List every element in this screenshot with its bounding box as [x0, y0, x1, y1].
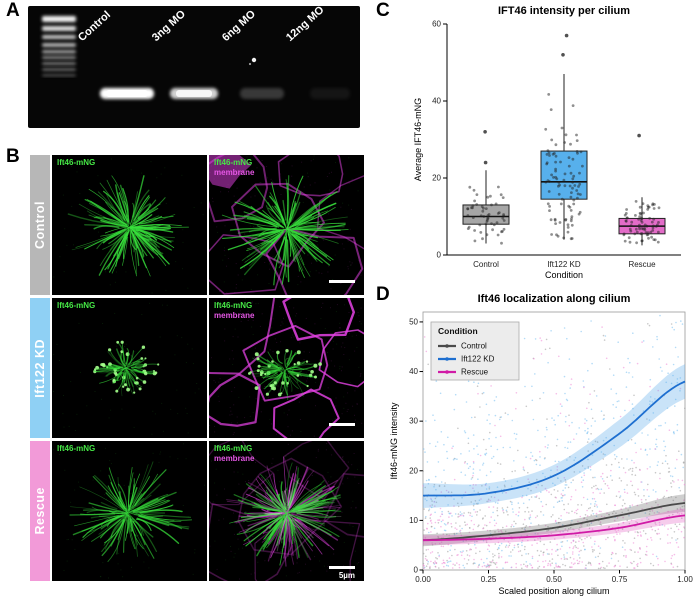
- boxplot-chart: IFT46 intensity per cilium 0 20 40 60 Control…: [413, 5, 681, 280]
- panel-a-label: A: [6, 0, 20, 21]
- micrograph-ift122kd-mng: Ift46-mNG: [52, 298, 207, 438]
- svg-text:Control: Control: [473, 260, 499, 269]
- svg-text:40: 40: [432, 97, 441, 106]
- svg-text:0.75: 0.75: [612, 575, 628, 584]
- gel-canvas: [42, 16, 350, 99]
- micrograph-control-membrane: Ift46-mNG membrane: [209, 155, 364, 295]
- svg-text:Rescue: Rescue: [628, 260, 656, 269]
- image-caption-magenta: membrane: [214, 454, 255, 463]
- svg-text:40: 40: [409, 367, 418, 376]
- svg-text:IFT46 intensity per cilium: IFT46 intensity per cilium: [498, 5, 630, 17]
- scale-bar-label: 5µm: [338, 571, 355, 580]
- svg-text:Ift46 localization along ciliu: Ift46 localization along cilium: [478, 293, 631, 305]
- panel-d-label: D: [376, 284, 390, 305]
- image-caption-green: Ift46-mNG: [214, 444, 253, 453]
- svg-text:30: 30: [409, 417, 418, 426]
- svg-text:20: 20: [432, 174, 441, 183]
- image-caption-green: Ift46-mNG: [214, 158, 253, 167]
- micrograph-control-mng: Ift46-mNG: [52, 155, 207, 295]
- svg-text:Control: Control: [461, 342, 487, 351]
- svg-text:10: 10: [409, 516, 418, 525]
- micrograph-canvas: [53, 302, 200, 435]
- micrograph-canvas: [53, 442, 205, 579]
- micrograph-canvas: [209, 298, 364, 438]
- svg-text:Scaled position along cilium: Scaled position along cilium: [498, 586, 609, 596]
- image-caption-green: Ift46-mNG: [57, 444, 96, 453]
- scale-bar: [329, 566, 355, 569]
- row-label-text: Control: [33, 201, 47, 249]
- scale-bar: [329, 423, 355, 426]
- micrograph-row-ift122kd: Ift122 KD Ift46-mNG Ift46-mNG membrane: [30, 298, 364, 438]
- row-label-rescue: Rescue: [30, 441, 50, 581]
- micrograph-ift122kd-membrane: Ift46-mNG membrane: [209, 298, 364, 438]
- svg-text:0: 0: [414, 566, 419, 575]
- micrograph-canvas: [209, 441, 364, 581]
- svg-text:0.00: 0.00: [415, 575, 431, 584]
- svg-text:0.25: 0.25: [481, 575, 497, 584]
- micrograph-canvas: [53, 158, 204, 294]
- image-caption-green: Ift46-mNG: [57, 301, 96, 310]
- svg-text:0: 0: [437, 251, 442, 260]
- svg-text:Ift122 KD: Ift122 KD: [461, 355, 495, 364]
- image-caption-green: Ift46-mNG: [214, 301, 253, 310]
- row-label-text: Rescue: [33, 487, 47, 535]
- svg-text:Rescue: Rescue: [461, 368, 489, 377]
- image-caption-magenta: membrane: [214, 168, 255, 177]
- micrograph-rescue-mng: Ift46-mNG: [52, 441, 207, 581]
- panel-c-label: C: [376, 0, 390, 21]
- row-label-text: Ift122 KD: [33, 338, 47, 398]
- gel-image: Control 3ng MO 6ng MO 12ng MO: [28, 4, 360, 128]
- row-label-ift122kd: Ift122 KD: [30, 298, 50, 438]
- micrograph-row-control: Control Ift46-mNG Ift46-mNG membrane: [30, 155, 364, 295]
- scale-bar: [329, 280, 355, 283]
- svg-text:Ift46-mNG intensity: Ift46-mNG intensity: [389, 402, 399, 480]
- svg-text:0.50: 0.50: [546, 575, 562, 584]
- micrograph-canvas: [209, 155, 364, 295]
- micrograph-rescue-membrane: Ift46-mNG membrane 5µm: [209, 441, 364, 581]
- svg-text:Condition: Condition: [438, 326, 478, 336]
- svg-text:Condition: Condition: [545, 270, 583, 280]
- micrograph-row-rescue: Rescue Ift46-mNG Ift46-mNG membrane 5µm: [30, 441, 364, 581]
- svg-text:60: 60: [432, 20, 441, 29]
- scatter-smooth-chart: Ift46 localization along cilium 0 10 20 30 40…: [389, 293, 693, 596]
- svg-text:Average IFT46-mNG: Average IFT46-mNG: [413, 98, 423, 181]
- svg-text:20: 20: [409, 466, 418, 475]
- row-label-control: Control: [30, 155, 50, 295]
- image-caption-green: Ift46-mNG: [57, 158, 96, 167]
- svg-text:1.00: 1.00: [677, 575, 693, 584]
- svg-text:50: 50: [409, 317, 418, 326]
- image-caption-magenta: membrane: [214, 311, 255, 320]
- svg-text:Ift122 KD: Ift122 KD: [547, 260, 581, 269]
- panel-b-label: B: [6, 146, 20, 167]
